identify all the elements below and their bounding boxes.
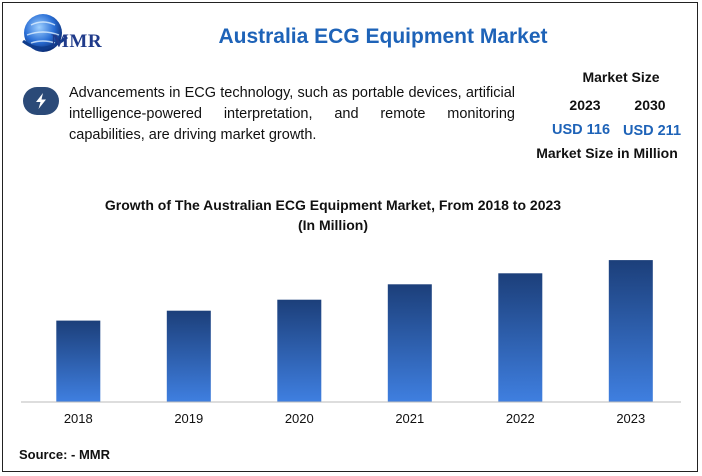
bar-chart: 2018 2019 2020 2021 2022 2023 — [21, 260, 681, 426]
market-size-year-2023: 2023 — [569, 97, 601, 113]
x-tick-label: 2019 — [174, 411, 203, 426]
bar-2020 — [277, 299, 322, 402]
x-tick-label: 2018 — [64, 411, 93, 426]
market-size-value-2030: USD 211 — [622, 123, 682, 139]
bar-2023 — [608, 260, 653, 402]
x-tick-label: 2023 — [616, 411, 645, 426]
x-tick-label: 2020 — [285, 411, 314, 426]
chart-title: Growth of The Australian ECG Equipment M… — [63, 195, 603, 235]
market-size-value-2023: USD 116 — [551, 122, 611, 138]
source-note: Source: - MMR — [19, 447, 110, 462]
bar-2022 — [498, 273, 543, 402]
market-size-unit-label: Market Size in Million — [536, 145, 678, 161]
bar-2021 — [387, 284, 432, 402]
chart-title-main: Growth of The Australian ECG Equipment M… — [104, 197, 562, 213]
bar-2019 — [166, 310, 211, 402]
x-tick-label: 2022 — [506, 411, 535, 426]
chart-subtitle: (In Million) — [298, 217, 368, 233]
page-title: Australia ECG Equipment Market — [218, 25, 548, 48]
logo-text: MMR — [51, 31, 103, 52]
summary-text: Advancements in ECG technology, such as … — [69, 85, 515, 143]
infographic-frame: MMR Australia ECG Equipment Market Advan… — [2, 2, 698, 472]
market-size-title: Market Size — [582, 69, 660, 85]
market-size-year-2030: 2030 — [634, 97, 666, 113]
x-tick-label: 2021 — [395, 411, 424, 426]
bar-2018 — [56, 320, 101, 402]
lightning-bolt-icon — [23, 87, 59, 115]
mmr-logo — [22, 14, 68, 52]
